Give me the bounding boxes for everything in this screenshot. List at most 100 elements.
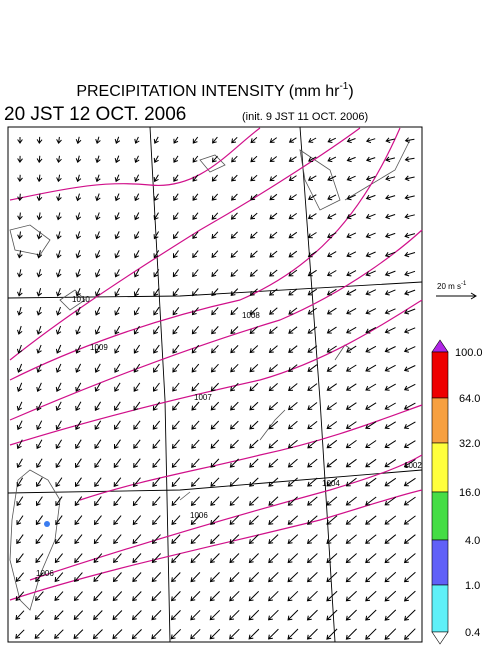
wind-arrow <box>75 288 81 297</box>
wind-arrow <box>152 515 161 526</box>
wind-arrow <box>288 175 297 181</box>
wind-arrow <box>152 477 161 487</box>
wind-arrow <box>346 270 357 277</box>
wind-arrow <box>114 155 121 164</box>
wind-arrow <box>16 515 24 526</box>
wind-arrow <box>36 212 43 221</box>
wind-arrow <box>385 137 395 144</box>
wind-arrow <box>307 364 318 372</box>
wind-arrow <box>327 232 337 239</box>
wind-arrow <box>365 270 376 277</box>
wind-arrow <box>365 628 377 640</box>
wind-arrow <box>190 553 201 564</box>
wind-arrow <box>133 287 140 297</box>
wind-arrow <box>133 401 141 411</box>
wind-arrow <box>248 572 260 583</box>
wind-arrow <box>326 534 338 544</box>
wind-arrow <box>346 289 357 296</box>
wind-arrow <box>95 193 101 202</box>
wind-arrow <box>365 251 376 258</box>
wind-arrow <box>16 363 23 373</box>
isobar-label: 1006 <box>36 569 54 578</box>
wind-arrow <box>211 344 219 354</box>
wind-arrow <box>113 515 122 526</box>
wind-arrow <box>231 136 238 144</box>
isobar <box>9 127 401 381</box>
wind-arrow <box>16 534 24 545</box>
wind-arrow <box>384 232 396 239</box>
wind-arrow <box>94 458 102 469</box>
wind-arrow <box>55 401 62 411</box>
wind-arrow <box>403 365 416 372</box>
wind-arrow <box>288 307 298 315</box>
wind-arrow <box>346 137 356 144</box>
wind-arrow <box>345 534 357 544</box>
wind-arrow <box>75 344 81 354</box>
wind-arrow <box>326 307 337 315</box>
wind-arrow <box>15 610 25 620</box>
wind-arrow <box>229 553 240 564</box>
wind-arrow <box>93 610 103 621</box>
wind-arrow <box>173 174 179 182</box>
wind-arrow <box>306 628 318 640</box>
wind-arrow <box>384 590 397 602</box>
coast-china <box>9 224 51 256</box>
wind-arrow <box>365 496 377 506</box>
wind-arrow <box>267 628 279 640</box>
wind-arrow <box>35 515 44 526</box>
wind-arrow <box>229 534 240 545</box>
wind-arrow <box>365 421 377 429</box>
wind-arrow <box>17 306 23 316</box>
wind-arrow <box>56 250 62 259</box>
wind-arrow <box>403 440 416 449</box>
wind-arrow <box>36 344 42 354</box>
wind-arrow <box>345 496 357 506</box>
coast-okinawa <box>259 409 286 441</box>
wind-arrow <box>36 382 42 392</box>
wind-arrow <box>74 496 83 507</box>
wind-arrow <box>307 477 318 487</box>
wind-arrow <box>288 137 297 143</box>
wind-arrow <box>95 268 101 278</box>
wind-arrow <box>250 155 258 163</box>
wind-arrow <box>230 231 238 239</box>
wind-arrow <box>153 155 159 163</box>
wind-arrow <box>16 553 24 564</box>
wind-arrow <box>269 193 278 201</box>
wind-arrow <box>384 383 396 391</box>
map-frame <box>7 126 423 643</box>
wind-arrow <box>346 156 356 163</box>
wind-arrow <box>114 136 121 145</box>
wind-arrow <box>209 609 221 621</box>
wind-arrow <box>173 155 179 163</box>
wind-arrow <box>75 458 82 469</box>
wind-arrow <box>288 345 298 353</box>
wind-arrow <box>17 288 23 297</box>
wind-arrow <box>15 591 25 601</box>
wind-arrow <box>287 590 299 602</box>
wind-arrow <box>133 439 141 449</box>
wind-arrow <box>75 477 82 488</box>
wind-arrow <box>307 307 317 315</box>
wind-arrow <box>403 571 416 583</box>
wind-arrow <box>268 477 279 487</box>
wind-arrow <box>54 591 64 602</box>
wind-arrow <box>250 231 258 239</box>
wind-arrow <box>191 363 200 373</box>
wind-arrow <box>230 326 239 335</box>
wind-arrow <box>114 439 121 450</box>
wind-arrow <box>132 496 141 507</box>
wind-arrow <box>230 193 238 201</box>
wind-arrow <box>112 572 122 583</box>
wind-arrow <box>365 175 376 182</box>
wind-arrow <box>153 174 159 183</box>
coast-shikoku <box>344 139 411 201</box>
wind-arrow <box>171 515 181 526</box>
wind-arrow <box>211 326 219 335</box>
wind-arrow <box>210 496 220 506</box>
wind-arrow <box>269 137 277 143</box>
wind-arrow <box>151 629 162 640</box>
isobar <box>29 454 423 581</box>
wind-arrow <box>74 553 83 564</box>
wind-arrow <box>36 306 42 316</box>
